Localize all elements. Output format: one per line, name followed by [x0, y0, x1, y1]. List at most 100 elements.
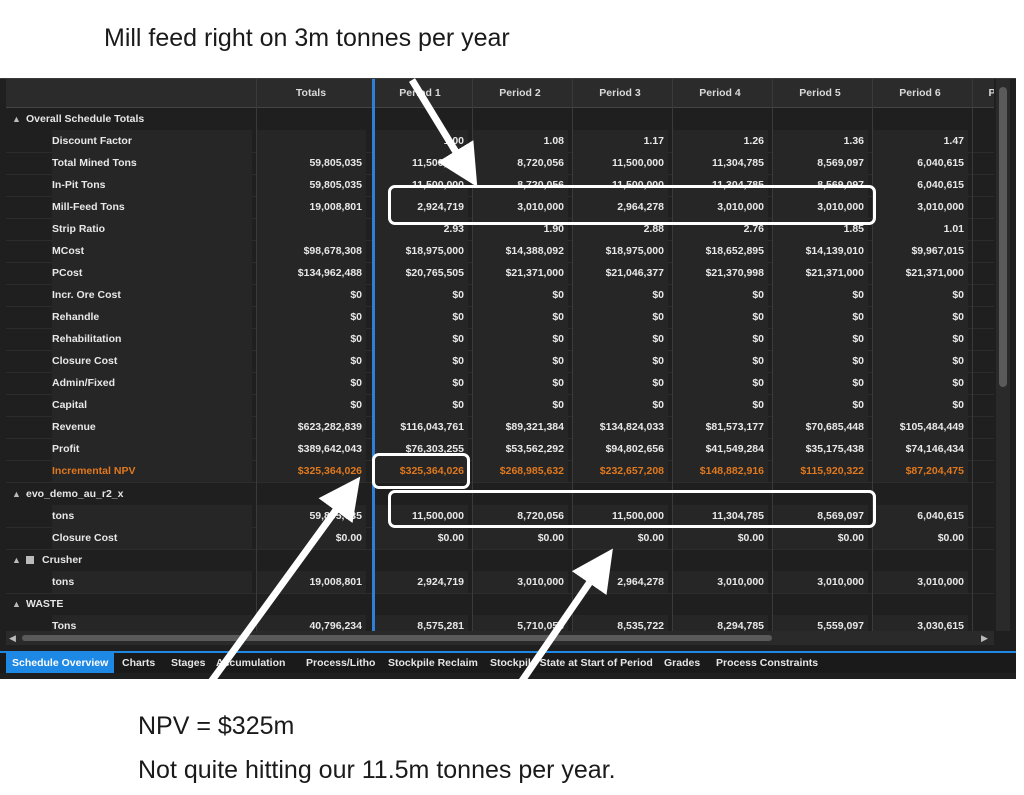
- table-cell[interactable]: $0: [772, 328, 868, 350]
- table-cell[interactable]: 5,559,097: [772, 615, 868, 631]
- table-cell[interactable]: 3,010,000: [772, 196, 868, 218]
- table-cell[interactable]: $0: [256, 350, 366, 372]
- triangle-up-icon[interactable]: ▲: [12, 489, 21, 499]
- tab-accumulation[interactable]: Accumulation: [216, 657, 286, 669]
- table-cell[interactable]: $94,802,656: [572, 438, 668, 460]
- table-cell[interactable]: $0: [572, 284, 668, 306]
- table-cell[interactable]: $0: [472, 284, 568, 306]
- group-row-crusher[interactable]: ▲ Crusher: [6, 549, 994, 571]
- tab-grades[interactable]: Grades: [664, 657, 701, 669]
- table-cell[interactable]: 11,500,000: [572, 152, 668, 174]
- table-cell[interactable]: $14,388,092: [472, 240, 568, 262]
- table-cell[interactable]: 1.17: [572, 130, 668, 152]
- table-cell[interactable]: 8,535,722: [572, 615, 668, 631]
- table-cell[interactable]: $0: [772, 372, 868, 394]
- table-cell[interactable]: 2,964,278: [572, 196, 668, 218]
- table-cell[interactable]: $18,975,000: [572, 240, 668, 262]
- table-cell[interactable]: $18,652,895: [672, 240, 768, 262]
- group-row-waste[interactable]: ▲ WASTE: [6, 593, 994, 615]
- table-cell[interactable]: $0: [672, 284, 768, 306]
- table-cell[interactable]: $0: [772, 306, 868, 328]
- table-cell[interactable]: 19,008,801: [256, 196, 366, 218]
- table-cell[interactable]: $0: [256, 372, 366, 394]
- column-header[interactable]: Period 1: [399, 87, 441, 99]
- table-cell[interactable]: $134,824,033: [572, 416, 668, 438]
- table-cell[interactable]: 3,030,615: [872, 615, 968, 631]
- table-cell[interactable]: $0: [256, 306, 366, 328]
- table-cell[interactable]: $0: [372, 394, 468, 416]
- table-cell[interactable]: $0: [472, 306, 568, 328]
- table-cell[interactable]: $18,975,000: [372, 240, 468, 262]
- table-cell[interactable]: $74,146,434: [872, 438, 968, 460]
- group-row-overall[interactable]: ▲ Overall Schedule Totals: [6, 108, 994, 130]
- triangle-up-icon[interactable]: ▲: [12, 555, 21, 565]
- table-cell[interactable]: $20,765,505: [372, 262, 468, 284]
- table-cell[interactable]: $0: [872, 394, 968, 416]
- table-cell[interactable]: $21,046,377: [572, 262, 668, 284]
- table-cell[interactable]: 3,010,000: [472, 196, 568, 218]
- table-cell[interactable]: $0: [372, 328, 468, 350]
- table-cell[interactable]: $0.00: [256, 527, 366, 549]
- tab-schedule-overview[interactable]: Schedule Overview: [6, 653, 115, 673]
- table-cell[interactable]: $232,657,208: [572, 460, 668, 482]
- table-cell[interactable]: $0: [372, 350, 468, 372]
- frozen-column-divider[interactable]: [372, 79, 375, 631]
- table-cell[interactable]: $21,371,000: [772, 262, 868, 284]
- table-cell[interactable]: 8,569,097: [772, 152, 868, 174]
- table-cell[interactable]: $268,985,632: [472, 460, 568, 482]
- table-cell[interactable]: $70,685,448: [772, 416, 868, 438]
- table-cell[interactable]: 3,010,000: [772, 571, 868, 593]
- horizontal-scroll-thumb[interactable]: [22, 635, 772, 641]
- arrow-right-icon[interactable]: ▶: [981, 633, 988, 643]
- vertical-scrollbar[interactable]: [996, 79, 1010, 631]
- table-cell[interactable]: 11,500,000: [372, 505, 468, 527]
- table-cell[interactable]: $0.00: [372, 527, 468, 549]
- vertical-scroll-thumb[interactable]: [999, 87, 1007, 387]
- table-cell[interactable]: $0: [672, 350, 768, 372]
- table-cell[interactable]: 3,010,000: [872, 571, 968, 593]
- table-cell[interactable]: 3,010,000: [672, 196, 768, 218]
- table-cell[interactable]: $0: [472, 350, 568, 372]
- table-cell[interactable]: $623,282,839: [256, 416, 366, 438]
- table-cell[interactable]: 11,500,000: [572, 505, 668, 527]
- table-cell[interactable]: 1.01: [872, 218, 968, 240]
- table-cell[interactable]: $0.00: [672, 527, 768, 549]
- table-cell[interactable]: $41,549,284: [672, 438, 768, 460]
- table-cell[interactable]: 19,008,801: [256, 571, 366, 593]
- table-cell[interactable]: 3,010,000: [672, 571, 768, 593]
- table-cell[interactable]: $0: [256, 284, 366, 306]
- table-cell[interactable]: $0: [872, 306, 968, 328]
- table-cell[interactable]: 2,924,719: [372, 571, 468, 593]
- table-cell[interactable]: $0: [572, 350, 668, 372]
- table-cell[interactable]: $35,175,438: [772, 438, 868, 460]
- tab-process-litho[interactable]: Process/Litho: [306, 657, 376, 669]
- table-cell[interactable]: 6,040,615: [872, 152, 968, 174]
- table-cell[interactable]: $0.00: [772, 527, 868, 549]
- table-cell[interactable]: $325,364,026: [256, 460, 366, 482]
- table-cell[interactable]: $105,484,449: [872, 416, 968, 438]
- group-row-evo[interactable]: ▲ evo_demo_au_r2_x: [6, 483, 994, 505]
- table-cell[interactable]: $87,204,475: [872, 460, 968, 482]
- column-header[interactable]: P: [972, 79, 994, 107]
- horizontal-scrollbar[interactable]: ◀ ▶: [6, 631, 994, 645]
- tab-stockpile-reclaim[interactable]: Stockpile Reclaim: [388, 657, 478, 669]
- column-header[interactable]: Totals: [295, 87, 327, 99]
- table-cell[interactable]: $0: [772, 394, 868, 416]
- table-cell[interactable]: 2,964,278: [572, 571, 668, 593]
- table-cell[interactable]: $0: [256, 328, 366, 350]
- table-cell[interactable]: $0: [872, 372, 968, 394]
- table-cell[interactable]: $116,043,761: [372, 416, 468, 438]
- table-cell[interactable]: $0: [572, 328, 668, 350]
- table-cell[interactable]: 59,805,035: [256, 152, 366, 174]
- table-cell[interactable]: 8,720,056: [472, 152, 568, 174]
- table-cell[interactable]: 1.36: [772, 130, 868, 152]
- table-cell[interactable]: $0: [672, 328, 768, 350]
- table-cell[interactable]: 8,294,785: [672, 615, 768, 631]
- table-cell[interactable]: $0: [372, 284, 468, 306]
- tab-charts[interactable]: Charts: [122, 657, 156, 669]
- table-cell[interactable]: 6,040,615: [872, 174, 968, 196]
- table-cell[interactable]: 6,040,615: [872, 505, 968, 527]
- table-cell[interactable]: $0: [772, 350, 868, 372]
- table-cell[interactable]: 8,720,056: [472, 505, 568, 527]
- table-cell[interactable]: $0: [672, 306, 768, 328]
